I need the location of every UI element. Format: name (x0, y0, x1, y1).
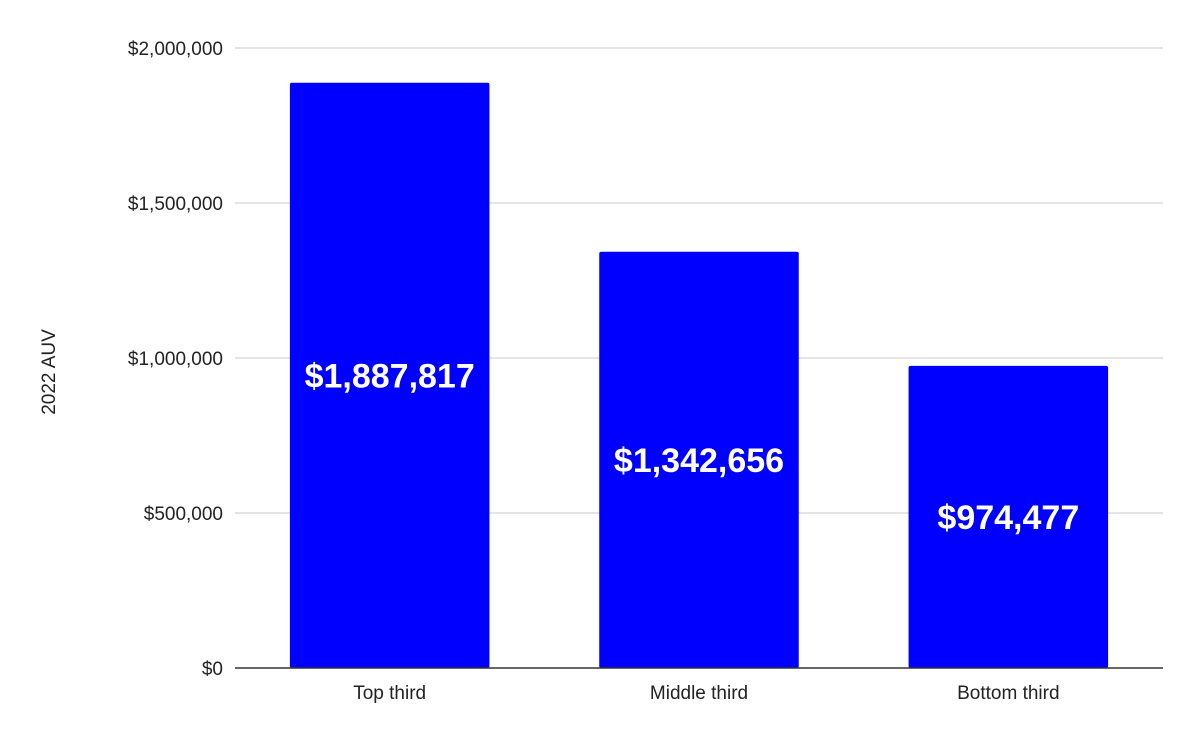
bar-value-label: $1,342,656 (614, 442, 784, 480)
y-axis-title: 2022 AUV (39, 329, 60, 415)
bar-value-label: $974,477 (937, 499, 1079, 537)
y-tick-label: $2,000,000 (128, 39, 223, 60)
y-tick-label: $1,500,000 (128, 194, 223, 215)
bar-value-label: $1,887,817 (305, 357, 475, 395)
bar (908, 365, 1109, 668)
x-tick-label: Bottom third (957, 683, 1059, 704)
y-axis-ticks: $0 $500,000 $1,000,000 $1,500,000 $2,000,000 (128, 39, 223, 680)
y-tick-label: $1,000,000 (128, 349, 223, 370)
bar (599, 251, 799, 668)
bars (289, 82, 1109, 668)
y-tick-label: $0 (202, 659, 223, 680)
y-tick-label: $500,000 (144, 504, 223, 525)
x-tick-label: Middle third (650, 683, 748, 704)
x-tick-label: Top third (353, 683, 426, 704)
data-labels: $1,887,817 $1,342,656 $974,477 (305, 357, 1080, 537)
bar (289, 82, 490, 668)
x-axis-ticks: Top third Middle third Bottom third (353, 683, 1059, 704)
